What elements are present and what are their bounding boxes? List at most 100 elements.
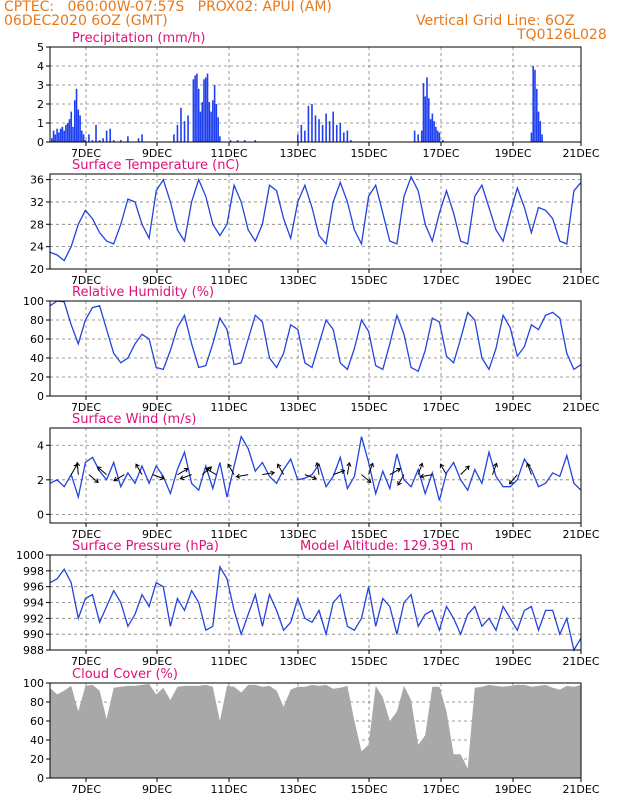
panel-frame [49,682,582,779]
y-tick-label: 1000 [16,549,44,562]
x-tick-label: 13DEC [279,401,316,414]
precip-bar [77,109,80,142]
wind-arrow [460,465,470,475]
precip-bar [84,140,87,142]
precip-bar [420,130,423,142]
precip-bar [176,124,179,142]
precip-bar [208,102,211,142]
y-tick-label: 2 [37,474,44,487]
precip-bar [79,115,81,142]
precip-bar [91,140,94,142]
x-tick-label: 7DEC [71,401,101,414]
x-tick-label: 9DEC [142,783,172,796]
x-tick-label: 9DEC [142,401,172,414]
x-tick-label: 19DEC [494,655,531,668]
precip-bar [201,102,204,142]
precip-bar [173,134,175,142]
panel-title: Surface Wind (m/s) [72,412,196,427]
precip-bar [206,73,209,142]
x-tick-label: 7DEC [71,147,101,160]
precip-bar [436,130,439,142]
precip-bar [105,130,108,142]
x-tick-label: 17DEC [422,147,459,160]
x-tick-label: 11DEC [210,401,247,414]
precip-bar [328,121,331,142]
wind-arrow-head [340,469,346,475]
precip-bar [54,134,57,142]
precip-bar [109,128,111,142]
precip-bar [422,83,425,142]
wind-arrow [397,474,405,486]
panel-0: Precipitation (mm/h) 0 1 2 3 4 5 7DEC 9DEC 11DEC 1… [37,31,600,160]
panel-title: Surface Temperature (nC) [72,158,240,173]
precip-bar [417,134,419,142]
precip-bar [212,100,214,142]
wind-arrow-head [179,475,185,481]
precip-bar [75,88,78,142]
precip-bar [438,132,441,142]
precip-bar [66,123,69,142]
series-line [49,564,582,652]
y-tick-label: 40 [30,352,44,365]
precip-bar [215,104,218,142]
wind-arrow-head [96,466,102,471]
wind-arrow-head [276,463,282,469]
wind-arrow [70,463,78,475]
precip-bar [431,113,434,142]
x-tick-label: 19DEC [494,528,531,541]
series-line [49,434,582,501]
y-tick-label: 20 [30,263,44,276]
precip-bar [339,123,342,142]
wind-arrow [304,474,317,480]
wind-arrow [346,462,350,475]
x-tick-label: 9DEC [142,274,172,287]
precip-bar [120,140,122,142]
y-tick-label: 2 [37,98,44,111]
wind-arrow [135,463,143,475]
x-tick-label: 7DEC [71,655,101,668]
y-tick-label: 1 [37,117,44,130]
precip-bar [243,140,246,142]
series-line [49,300,582,373]
y-tick-label: 0 [37,508,44,521]
wind-arrow-head [346,461,352,467]
y-tick-label: 24 [30,241,44,254]
wind-arrow [316,462,320,475]
y-tick-label: 20 [30,371,44,384]
wind-arrow-head [205,467,211,473]
x-tick-label: 11DEC [210,783,247,796]
precip-bar [187,115,189,142]
precip-bar [192,79,195,142]
precip-bar [532,66,535,142]
y-tick-label: 998 [23,565,44,578]
x-tick-label: 21DEC [562,274,599,287]
panel-title: Precipitation (mm/h) [72,31,205,46]
x-tick-label: 15DEC [350,655,387,668]
panel-title: Relative Humidity (%) [72,285,214,300]
x-tick-label: 21DEC [562,655,599,668]
precip-bar [210,111,212,142]
x-tick-label: 13DEC [279,783,316,796]
header-line2-right: TQ0126L028 [517,27,607,43]
precip-bar [442,140,444,142]
wind-arrow-head [525,462,531,468]
y-tick-label: 80 [30,696,44,709]
panel-title: Surface Pressure (hPa) [72,539,219,554]
precip-bar [197,88,200,142]
panel-title: Cloud Cover (%) [72,667,178,682]
precip-bar [426,77,428,142]
wind-arrow-head [227,463,232,469]
x-tick-label: 15DEC [350,783,387,796]
x-tick-label: 13DEC [279,274,316,287]
y-tick-label: 992 [23,612,44,625]
precip-bar [61,126,64,142]
x-tick-label: 19DEC [494,783,531,796]
wind-arrow-head [314,461,321,467]
precip-bar [300,124,303,142]
precip-bar [343,132,345,142]
x-tick-label: 17DEC [422,274,459,287]
precip-bar [213,85,216,142]
wind-arrow [88,474,99,483]
panel-frame [49,427,582,524]
precip-bar [427,98,430,142]
